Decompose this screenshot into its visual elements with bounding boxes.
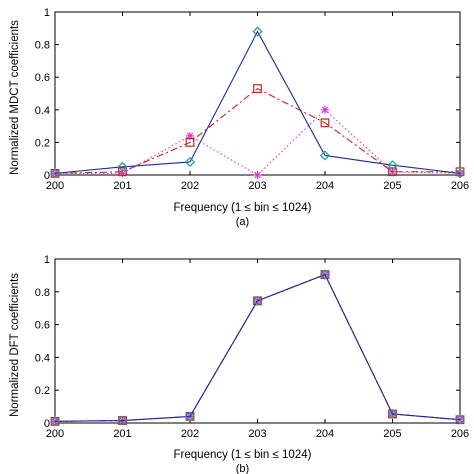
data-point-diamond xyxy=(319,269,331,280)
x-tick-label: 205 xyxy=(383,180,401,192)
series-line-diamond xyxy=(54,30,461,174)
data-point-square xyxy=(388,167,397,177)
x-tick-label: 204 xyxy=(316,180,334,192)
data-point-diamond xyxy=(184,411,196,422)
data-point-diamond xyxy=(117,161,128,172)
series-diamond xyxy=(49,269,466,427)
x-tick-label: 201 xyxy=(113,180,131,192)
y-tick-label: 1 xyxy=(44,254,50,266)
x-tick-label: 206 xyxy=(451,180,469,192)
data-point-star xyxy=(253,171,262,179)
y-axis-label: Normalized DFT coefficients xyxy=(9,273,21,417)
chart-panel-a: 200 201 202 203 204 205 206 0 0.2 0.4 0.6 0.8 1 Frequ… xyxy=(9,7,469,228)
chart-panel-b: 200 201 202 203 204 205 206 0 0.2 0.4 0.6 0.8 1 Frequ… xyxy=(9,254,469,474)
plot-frame xyxy=(54,258,461,424)
data-point-diamond xyxy=(184,156,196,168)
x-tick-label: 202 xyxy=(181,180,199,192)
panel-caption: (a) xyxy=(236,216,249,228)
series-line-square xyxy=(54,87,460,174)
data-point-square xyxy=(185,138,195,147)
x-tick-label: 200 xyxy=(46,428,64,440)
x-axis-label: Frequency (1 ≤ bin ≤ 1024) xyxy=(174,202,312,214)
series-line-diamond xyxy=(54,273,461,422)
x-tick-label: 205 xyxy=(383,428,401,440)
plot-frame xyxy=(54,11,461,176)
y-tick-label: 0.6 xyxy=(35,320,50,332)
x-tick-label: 200 xyxy=(46,180,64,192)
data-point-diamond xyxy=(454,168,466,179)
y-tick-label: 0.4 xyxy=(35,352,50,364)
y-tick-label: 0.6 xyxy=(35,72,50,84)
x-tick-label: 203 xyxy=(248,180,266,192)
y-tick-label: 0 xyxy=(44,418,50,430)
data-point-square xyxy=(118,167,127,177)
y-tick-label: 0 xyxy=(44,170,50,182)
y-tick-label: 0.4 xyxy=(35,105,50,117)
data-point-square xyxy=(455,167,465,177)
data-point-star xyxy=(321,105,329,114)
data-point-diamond xyxy=(387,408,398,420)
y-tick-label: 0.2 xyxy=(35,385,50,397)
x-tick-label: 202 xyxy=(181,428,199,440)
data-point-diamond xyxy=(252,26,263,37)
data-point-square xyxy=(253,84,262,94)
data-point-diamond xyxy=(49,416,61,427)
data-point-diamond xyxy=(387,160,398,171)
data-point-diamond xyxy=(454,414,466,425)
data-point-diamond xyxy=(117,415,128,426)
x-axis-label: Frequency (1 ≤ bin ≤ 1024) xyxy=(174,449,312,461)
x-tick-label: 203 xyxy=(248,428,266,440)
y-tick-label: 1 xyxy=(44,7,50,19)
y-tick-label: 0.8 xyxy=(35,40,50,52)
y-tick-label: 0.2 xyxy=(35,137,50,149)
data-point-diamond xyxy=(49,168,61,179)
panel-caption: (b) xyxy=(236,463,249,474)
series-diamond xyxy=(49,26,466,179)
x-tick-label: 206 xyxy=(451,428,469,440)
data-point-diamond xyxy=(252,295,263,306)
y-tick-label: 0.8 xyxy=(35,287,50,299)
data-point-square xyxy=(320,118,330,128)
y-axis-label: Normalized MDCT coefficients xyxy=(9,20,21,175)
x-tick-label: 204 xyxy=(316,428,334,440)
x-tick-label: 201 xyxy=(113,428,131,440)
data-point-diamond xyxy=(319,150,331,161)
